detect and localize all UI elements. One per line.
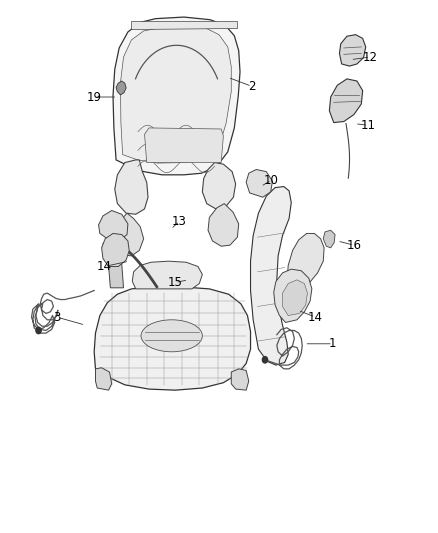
Polygon shape <box>145 128 223 163</box>
Circle shape <box>262 357 268 363</box>
Polygon shape <box>95 368 112 390</box>
Polygon shape <box>113 213 144 256</box>
Ellipse shape <box>141 320 202 352</box>
Polygon shape <box>131 21 237 29</box>
Polygon shape <box>231 369 249 390</box>
Polygon shape <box>251 187 291 365</box>
Polygon shape <box>208 204 239 246</box>
Polygon shape <box>113 17 240 175</box>
Polygon shape <box>329 79 363 123</box>
Polygon shape <box>116 81 126 95</box>
Polygon shape <box>246 169 272 197</box>
Polygon shape <box>115 160 148 214</box>
Text: 16: 16 <box>346 239 361 252</box>
Polygon shape <box>283 280 307 316</box>
Polygon shape <box>323 230 335 248</box>
Polygon shape <box>202 163 236 209</box>
Text: 3: 3 <box>53 311 60 324</box>
Polygon shape <box>132 261 202 289</box>
Text: 2: 2 <box>248 80 256 93</box>
Polygon shape <box>109 262 124 288</box>
Text: 11: 11 <box>360 119 375 132</box>
Polygon shape <box>339 35 366 66</box>
Polygon shape <box>287 233 324 310</box>
Polygon shape <box>94 287 251 390</box>
Polygon shape <box>102 233 129 266</box>
Text: 19: 19 <box>87 91 102 103</box>
Text: 15: 15 <box>168 276 183 289</box>
Text: 10: 10 <box>264 174 279 187</box>
Text: 14: 14 <box>308 311 323 324</box>
Text: 1: 1 <box>329 337 337 350</box>
Polygon shape <box>120 26 231 163</box>
Polygon shape <box>274 269 312 322</box>
Text: 14: 14 <box>97 260 112 273</box>
Circle shape <box>36 327 41 334</box>
Text: 13: 13 <box>172 215 187 228</box>
Text: 12: 12 <box>363 51 378 63</box>
Polygon shape <box>99 211 128 241</box>
